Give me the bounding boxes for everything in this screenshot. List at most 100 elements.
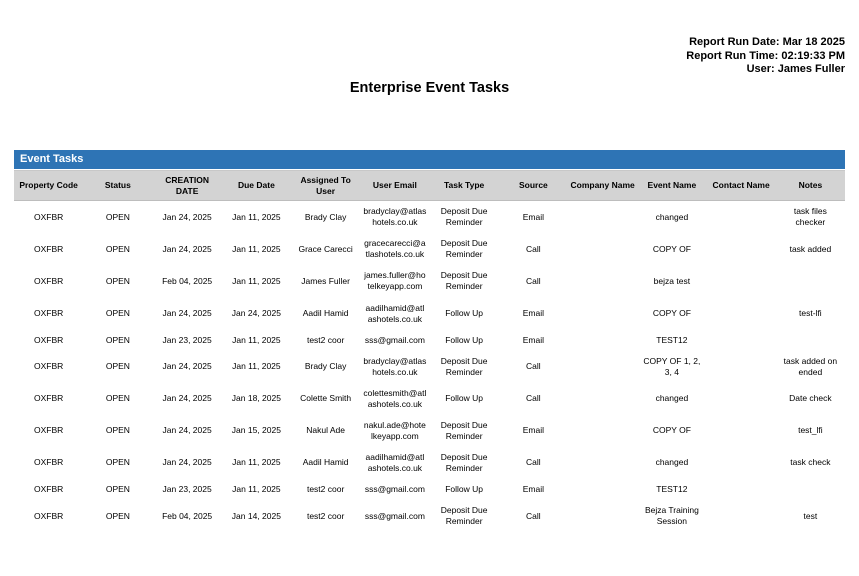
table-row: OXFBR OPEN Feb 04, 2025 Jan 11, 2025 James F… — [14, 265, 845, 297]
table-cell — [707, 330, 776, 351]
column-header: Source — [498, 169, 568, 202]
table-cell: aadilhamid@atlashotels.co.uk — [365, 451, 425, 473]
table-cell — [707, 233, 776, 265]
table-cell: OXFBR — [33, 308, 64, 319]
table-cell: OPEN — [105, 510, 130, 521]
table-cell: Follow Up — [445, 393, 484, 404]
table-cell — [776, 265, 845, 297]
table-cell: Jan 23, 2025 — [162, 334, 212, 345]
report-meta-block: Report Run Date: Mar 18 2025 Report Run … — [686, 36, 845, 77]
table-cell: Aadil Hamid — [302, 457, 349, 468]
table-cell: Jan 24, 2025 — [231, 308, 281, 319]
table-cell: OPEN — [105, 361, 130, 372]
table-cell — [776, 479, 845, 500]
table-row: OXFBR OPEN Jan 24, 2025 Jan 24, 2025 Aadil H… — [14, 298, 845, 330]
table-cell: bejza test — [653, 275, 691, 286]
table-cell: Jan 18, 2025 — [231, 393, 281, 404]
table-cell: COPY OF — [652, 425, 691, 436]
table-cell: Brady Clay — [304, 211, 347, 222]
column-header: CREATION DATE — [152, 169, 222, 202]
table-cell: Jan 23, 2025 — [162, 484, 212, 495]
table-cell — [568, 265, 637, 297]
event-tasks-table: Event Tasks Property Code Status CREATION … — [14, 150, 845, 532]
table-cell: Follow Up — [445, 334, 484, 345]
table-cell: sss@gmail.com — [364, 334, 425, 345]
table-cell: Jan 11, 2025 — [232, 361, 281, 372]
table-cell: colettesmith@atlashotels.co.uk — [363, 387, 427, 409]
table-cell — [707, 265, 776, 297]
table-cell: Bejza Training Session — [644, 505, 699, 527]
table-cell: Email — [522, 425, 544, 436]
table-cell — [776, 330, 845, 351]
table-cell: Jan 11, 2025 — [232, 484, 281, 495]
table-row: OXFBR OPEN Jan 23, 2025 Jan 11, 2025 test2 c… — [14, 479, 845, 500]
table-cell — [707, 447, 776, 479]
table-cell — [707, 201, 776, 234]
table-cell: OPEN — [105, 334, 130, 345]
column-header: Task Type — [429, 169, 499, 202]
table-cell: test_lfi — [798, 425, 823, 436]
table-cell: Nakul Ade — [306, 425, 345, 436]
table-cell: Deposit Due Reminder — [440, 451, 488, 473]
column-header: Assigned To User — [291, 169, 361, 202]
table-row: OXFBR OPEN Feb 04, 2025 Jan 14, 2025 test2 c… — [14, 500, 845, 532]
table-cell: Jan 24, 2025 — [162, 457, 212, 468]
table-cell — [707, 415, 776, 447]
table-cell: OXFBR — [33, 243, 64, 254]
table-row: OXFBR OPEN Jan 24, 2025 Jan 11, 2025 Brady C… — [14, 351, 845, 383]
table-cell: nakul.ade@hotelkeyapp.com — [363, 419, 426, 441]
table-cell: task added — [789, 243, 832, 254]
table-cell: task check — [790, 457, 831, 468]
table-cell: Colette Smith — [300, 393, 352, 404]
column-header: Notes — [775, 169, 845, 202]
table-cell: Follow Up — [445, 308, 484, 319]
table-cell: OPEN — [105, 484, 130, 495]
table-cell: Deposit Due Reminder — [440, 419, 488, 441]
table-cell: Follow Up — [445, 484, 484, 495]
table-cell — [568, 415, 637, 447]
event-tasks-body: OXFBR OPEN Jan 24, 2025 Jan 11, 2025 Brady C… — [14, 201, 845, 532]
table-cell — [568, 298, 637, 330]
table-cell: OPEN — [105, 275, 130, 286]
table-cell: test2 coor — [306, 484, 345, 495]
table-cell: gracecarecci@atlashotels.co.uk — [364, 238, 426, 260]
table-cell — [568, 479, 637, 500]
column-header-row: Property Code Status CREATION DATE Due Date… — [14, 169, 845, 202]
table-cell — [568, 383, 637, 415]
table-cell: TEST12 — [656, 334, 688, 345]
table-cell: COPY OF — [652, 243, 691, 254]
table-cell — [707, 351, 776, 383]
table-cell — [568, 330, 637, 351]
table-cell: OPEN — [105, 393, 130, 404]
table-cell: test2 coor — [306, 510, 345, 521]
table-row: OXFBR OPEN Jan 24, 2025 Jan 11, 2025 Aadil H… — [14, 447, 845, 479]
table-cell: OXFBR — [33, 457, 64, 468]
table-cell: Jan 11, 2025 — [232, 457, 281, 468]
table-cell: Call — [526, 275, 541, 286]
table-cell: test-lfi — [799, 308, 822, 319]
table-cell: Deposit Due Reminder — [440, 238, 488, 260]
table-cell — [568, 201, 637, 234]
table-cell: Deposit Due Reminder — [440, 355, 488, 377]
table-cell: Jan 24, 2025 — [162, 308, 212, 319]
table-cell: Deposit Due Reminder — [440, 270, 488, 292]
page-title: Enterprise Event Tasks — [349, 80, 510, 96]
table-cell: Jan 11, 2025 — [232, 211, 281, 222]
table-cell: TEST12 — [656, 484, 688, 495]
table-cell: COPY OF 1, 2, 3, 4 — [643, 355, 701, 377]
report-run-time: Report Run Time: 02:19:33 PM — [686, 49, 845, 62]
table-cell: OPEN — [105, 211, 130, 222]
table-cell: OXFBR — [33, 425, 64, 436]
table-cell: Deposit Due Reminder — [440, 505, 488, 527]
table-cell: Date check — [789, 393, 832, 404]
table-cell — [707, 298, 776, 330]
table-cell: Call — [526, 393, 541, 404]
table-cell: Jan 11, 2025 — [232, 275, 281, 286]
table-cell: James Fuller — [301, 275, 350, 286]
table-cell: OPEN — [105, 308, 130, 319]
table-cell: Call — [526, 510, 541, 521]
table-cell: sss@gmail.com — [364, 510, 425, 521]
column-header: Contact Name — [706, 169, 776, 202]
table-cell: COPY OF — [652, 308, 691, 319]
table-cell — [707, 500, 776, 532]
